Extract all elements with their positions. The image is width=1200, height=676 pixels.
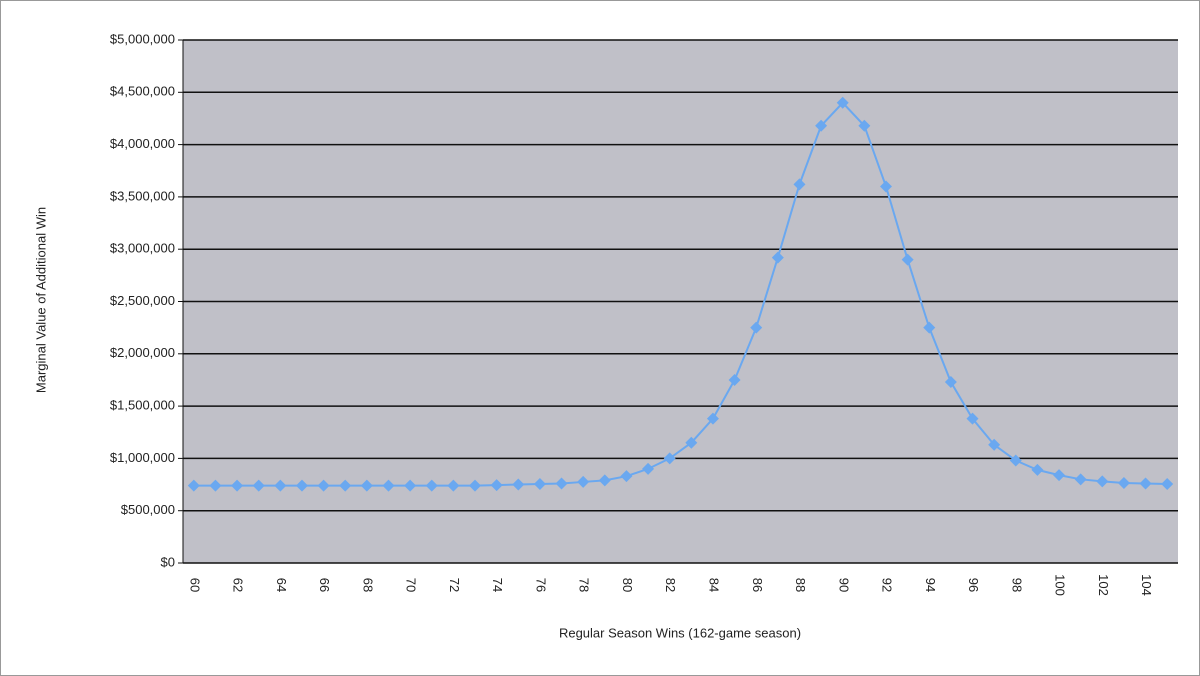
y-tick-label: $2,500,000 [110, 293, 175, 308]
x-tick-label: 86 [750, 578, 765, 592]
point [1139, 477, 1152, 490]
point [1053, 469, 1066, 482]
point [815, 119, 828, 132]
x-tick-label: 94 [923, 578, 938, 592]
x-tick-label: 72 [447, 578, 462, 592]
point [706, 412, 719, 425]
point [533, 478, 546, 491]
point [771, 251, 784, 264]
point [1161, 478, 1174, 491]
point [317, 479, 330, 492]
x-tick-label: 84 [707, 578, 722, 592]
x-tick-label: 102 [1096, 574, 1111, 596]
x-tick-label: 60 [187, 578, 202, 592]
point [339, 479, 352, 492]
x-tick-label: 90 [836, 578, 851, 592]
x-tick-label: 104 [1139, 574, 1154, 596]
y-tick-label: $2,000,000 [110, 345, 175, 360]
x-tick-label: 96 [966, 578, 981, 592]
y-tick-label: $1,500,000 [110, 398, 175, 413]
point [404, 479, 417, 492]
point [209, 479, 222, 492]
point [1074, 473, 1087, 486]
point [274, 479, 287, 492]
point [447, 479, 460, 492]
point [555, 477, 568, 490]
point [750, 321, 763, 334]
x-tick-label: 80 [620, 578, 635, 592]
x-tick-label: 76 [533, 578, 548, 592]
y-tick-label: $500,000 [121, 502, 175, 517]
point [901, 253, 914, 266]
point [295, 479, 308, 492]
point [793, 178, 806, 191]
series-line [193, 101, 1168, 487]
point [836, 96, 849, 109]
y-axis-title: Marginal Value of Additional Win [33, 207, 48, 393]
point [490, 479, 503, 492]
point [231, 479, 244, 492]
point [966, 412, 979, 425]
y-tick-label: $5,000,000 [110, 31, 175, 46]
point [620, 470, 633, 483]
point [512, 478, 525, 491]
point [1117, 476, 1130, 489]
point [577, 475, 590, 488]
y-tick-label: $3,000,000 [110, 241, 175, 256]
y-tick-label: $1,000,000 [110, 450, 175, 465]
x-tick-label: 100 [1053, 574, 1068, 596]
point [425, 479, 438, 492]
point [685, 436, 698, 449]
x-tick-label: 98 [1009, 578, 1024, 592]
point [642, 462, 655, 475]
point [598, 474, 611, 487]
point [469, 479, 482, 492]
point [858, 119, 871, 132]
x-tick-label: 70 [404, 578, 419, 592]
y-tick-label: $3,500,000 [110, 188, 175, 203]
point [988, 438, 1001, 451]
point [923, 321, 936, 334]
x-axis-title: Regular Season Wins (162-game season) [559, 625, 801, 640]
y-tick-label: $4,000,000 [110, 136, 175, 151]
point [187, 479, 200, 492]
point [728, 373, 741, 386]
x-tick-label: 82 [663, 578, 678, 592]
x-tick-label: 92 [880, 578, 895, 592]
y-tick-label: $0 [161, 554, 175, 569]
x-tick-label: 74 [490, 578, 505, 592]
point [879, 180, 892, 193]
point [360, 479, 373, 492]
point [1009, 454, 1022, 467]
x-tick-label: 78 [577, 578, 592, 592]
point [1031, 463, 1044, 476]
x-tick-label: 66 [317, 578, 332, 592]
x-tick-label: 64 [274, 578, 289, 592]
x-tick-label: 88 [793, 578, 808, 592]
point [663, 452, 676, 465]
point [382, 479, 395, 492]
point [944, 376, 957, 389]
point [1096, 475, 1109, 488]
point [252, 479, 265, 492]
y-tick-label: $4,500,000 [110, 84, 175, 99]
x-tick-label: 62 [231, 578, 246, 592]
x-tick-label: 68 [360, 578, 375, 592]
